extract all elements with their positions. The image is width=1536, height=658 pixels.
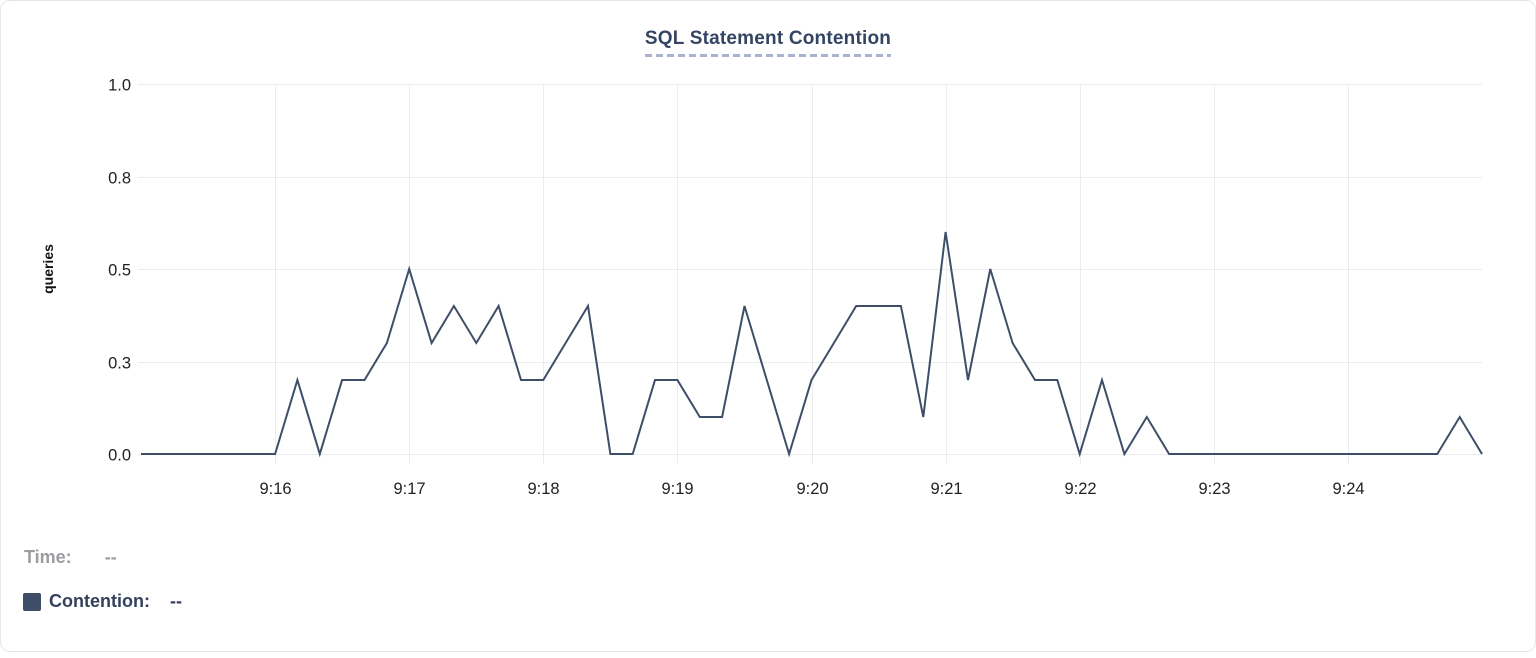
x-tick-label: 9:16	[259, 480, 291, 498]
x-tick-label: 9:23	[1198, 480, 1230, 498]
x-tick-label: 9:17	[393, 480, 425, 498]
y-tick-label: 1.0	[108, 77, 131, 95]
legend-contention-label: Contention:	[49, 591, 150, 611]
x-tick-label: 9:21	[930, 480, 962, 498]
y-tick-label: 0.8	[108, 170, 131, 188]
x-tick-label: 9:22	[1064, 480, 1096, 498]
contention-series-swatch	[23, 592, 41, 611]
x-tick-label: 9:20	[796, 480, 828, 498]
y-tick-label: 0.0	[108, 447, 131, 465]
legend-time-row: Time: --	[24, 547, 117, 568]
chart-title[interactable]: SQL Statement Contention	[644, 28, 892, 57]
legend-contention-row: Contention: --	[23, 591, 182, 612]
chart-title-wrap: SQL Statement Contention	[1, 28, 1535, 57]
legend-contention-value: --	[169, 591, 182, 611]
y-tick-label: 0.5	[108, 262, 131, 280]
legend-time-value: --	[104, 547, 117, 567]
contention-line-series[interactable]	[141, 231, 1483, 458]
y-axis-label: queries	[40, 244, 56, 294]
x-tick-label: 9:18	[527, 480, 559, 498]
x-tick-label: 9:19	[661, 480, 693, 498]
x-tick-label: 9:24	[1332, 480, 1364, 498]
legend-time-label: Time:	[24, 547, 72, 567]
y-tick-label: 0.3	[108, 355, 131, 373]
